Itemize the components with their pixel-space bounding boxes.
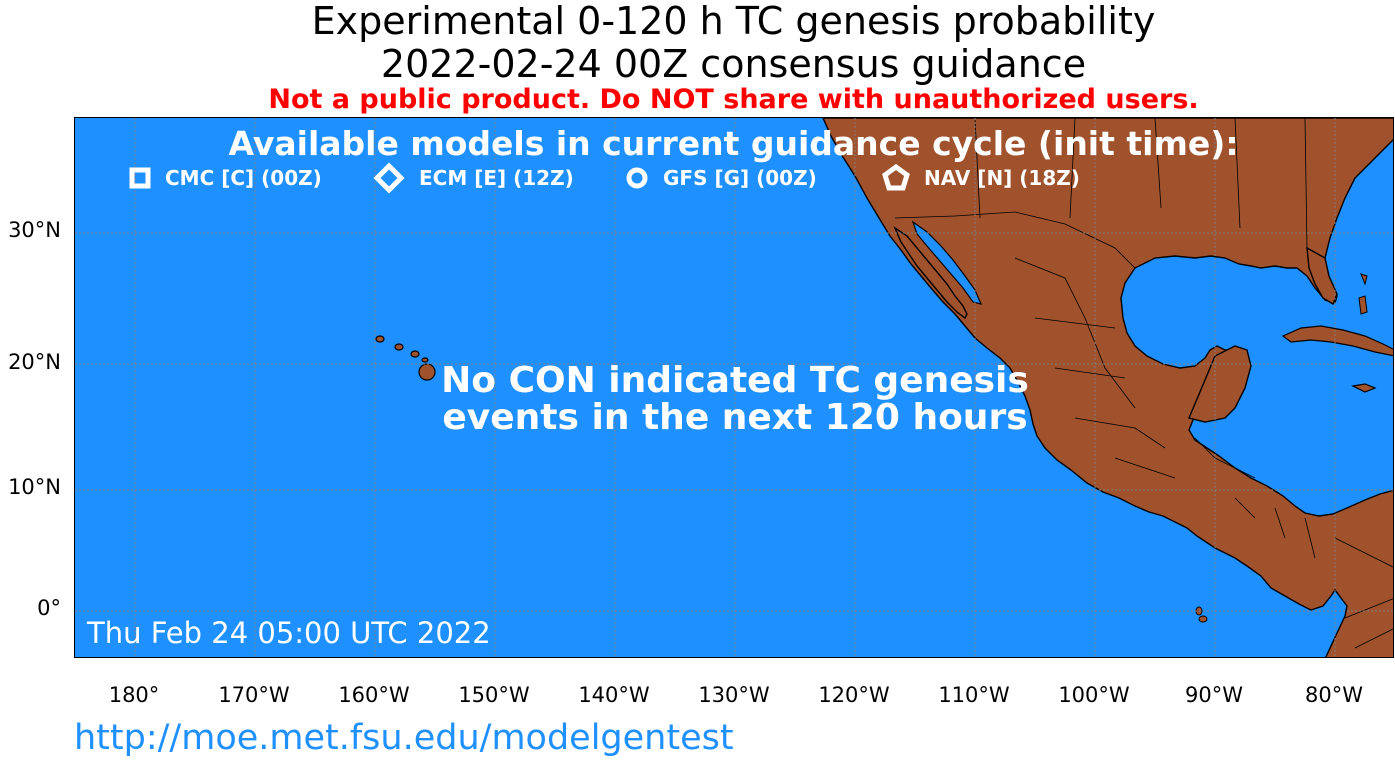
lon-label-100w: 100°W [1058, 683, 1130, 707]
legend-label-nav: NAV [N] (18Z) [924, 166, 1080, 190]
lon-label-80w: 80°W [1305, 683, 1363, 707]
lat-label-0: 0° [37, 596, 61, 620]
gulf-of-california [911, 220, 983, 305]
lon-label-160w: 160°W [338, 683, 410, 707]
square-marker-icon [129, 167, 151, 189]
circle-marker-icon [626, 167, 648, 189]
map-panel [74, 117, 1394, 658]
no-events-line1: No CON indicated TC genesis [441, 360, 1029, 401]
legend-title: Available models in current guidance cyc… [228, 124, 1239, 163]
political-borders [894, 118, 1393, 649]
pentagon-marker-icon [882, 164, 910, 191]
source-url-link[interactable]: http://moe.met.fsu.edu/modelgentest [74, 718, 734, 758]
jamaica-island [1351, 383, 1377, 393]
diamond-marker-icon [373, 162, 405, 194]
legend-label-cmc: CMC [C] (00Z) [165, 166, 322, 190]
map-canvas [75, 118, 1393, 657]
north-america-land [822, 118, 1393, 657]
gridlines [75, 118, 1393, 657]
lon-label-120w: 120°W [818, 683, 890, 707]
chart-subtitle: 2022-02-24 00Z consensus guidance [380, 42, 1087, 86]
legend-item-ecm: ECM [E] (12Z) [373, 162, 574, 194]
legend-label-gfs: GFS [G] (00Z) [663, 166, 817, 190]
florida-peninsula [1306, 246, 1338, 306]
lon-label-150w: 150°W [458, 683, 530, 707]
lon-label-180: 180° [108, 683, 160, 707]
no-events-message: No CON indicated TC genesis events in th… [430, 362, 1040, 436]
no-events-line2: events in the next 120 hours [442, 397, 1028, 438]
bahamas-islands [1358, 273, 1368, 315]
legend-label-ecm: ECM [E] (12Z) [419, 166, 574, 190]
legend-item-gfs: GFS [G] (00Z) [625, 165, 817, 191]
baja-california [893, 226, 968, 320]
lon-label-90w: 90°W [1185, 683, 1243, 707]
lat-label-20n: 20°N [8, 350, 61, 374]
legend-item-nav: NAV [N] (18Z) [882, 164, 1080, 191]
legend-item-cmc: CMC [C] (00Z) [129, 165, 322, 191]
lon-label-110w: 110°W [938, 683, 1010, 707]
lat-label-30n: 30°N [8, 218, 61, 242]
lat-label-10n: 10°N [8, 475, 61, 499]
chart-title: Experimental 0-120 h TC genesis probabil… [311, 0, 1156, 43]
lon-label-130w: 130°W [698, 683, 770, 707]
cuba-island [1281, 325, 1393, 357]
hawaiian-islands [375, 335, 436, 381]
lon-label-170w: 170°W [218, 683, 290, 707]
valid-time-stamp: Thu Feb 24 05:00 UTC 2022 [87, 616, 491, 650]
warning-notice: Not a public product. Do NOT share with … [268, 84, 1199, 115]
lon-label-140w: 140°W [578, 683, 650, 707]
